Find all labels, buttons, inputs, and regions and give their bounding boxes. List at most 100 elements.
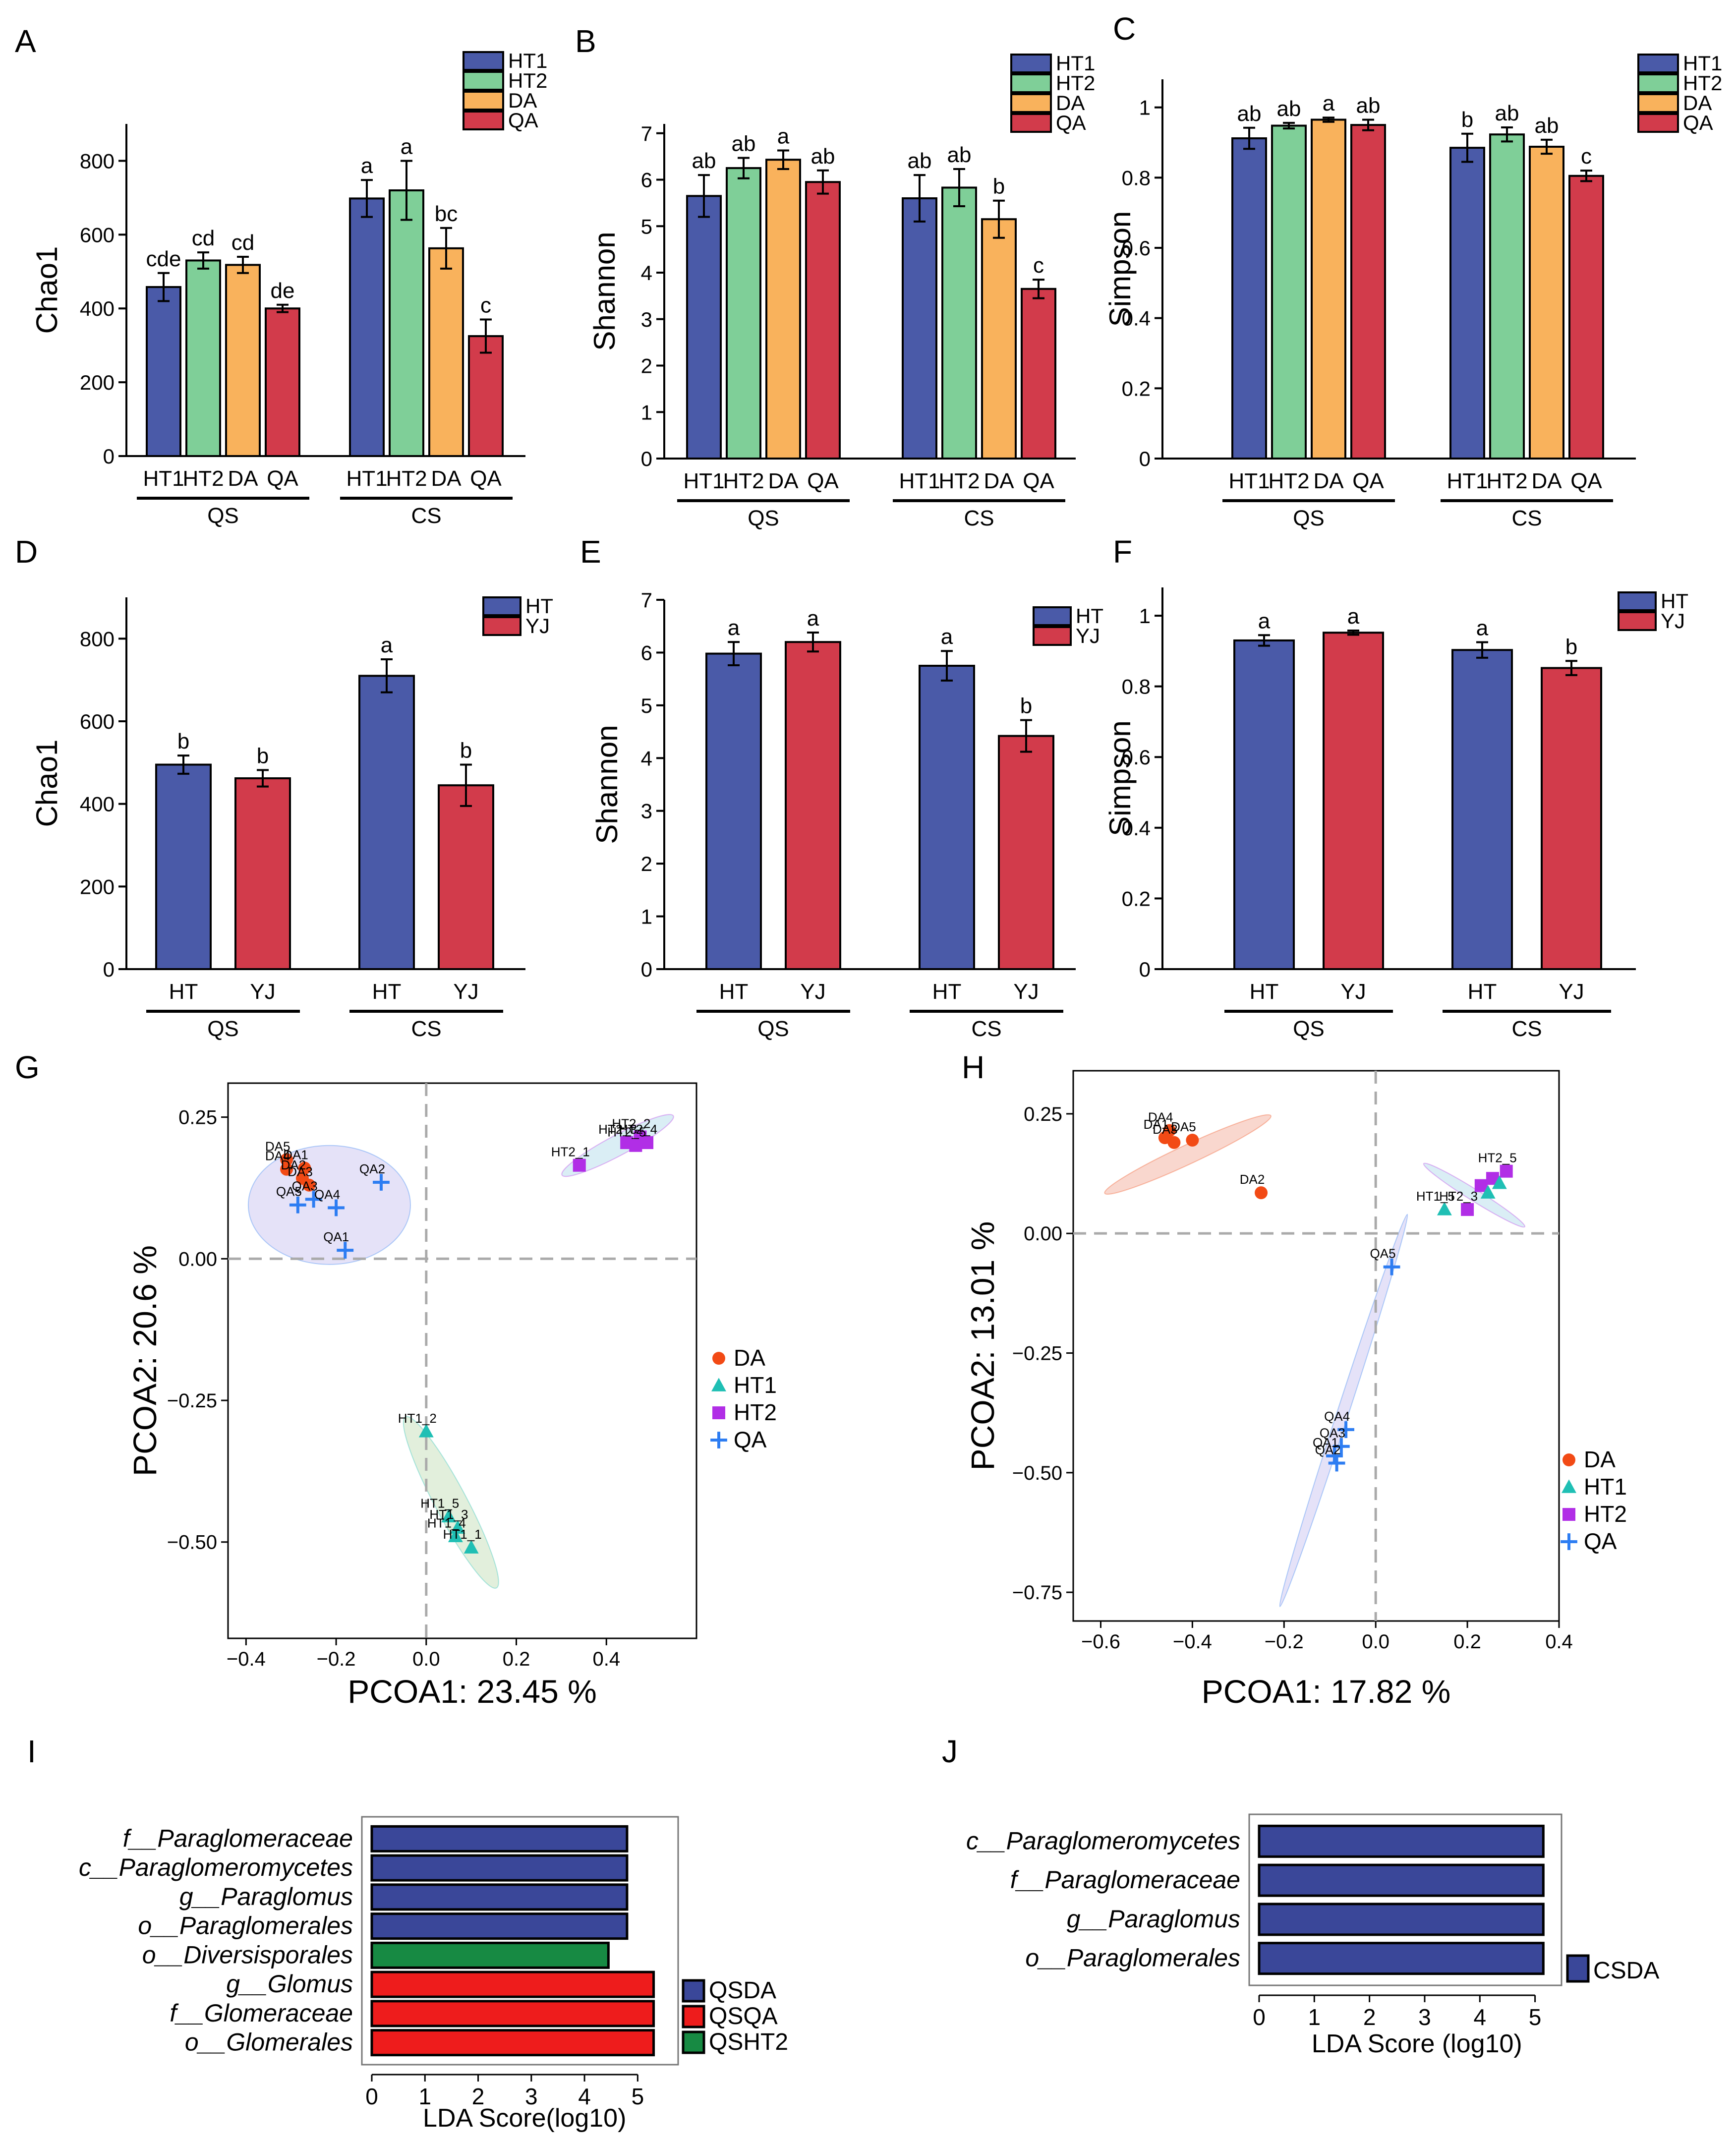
y-tick-label: 1 bbox=[641, 401, 652, 424]
taxon-separator: __ bbox=[197, 2028, 227, 2056]
bar-ht bbox=[1451, 649, 1513, 970]
bar-qa bbox=[1568, 174, 1604, 460]
x-tick-label: YJ bbox=[1013, 980, 1039, 1004]
taxon-label: o__Glomerales bbox=[185, 2028, 353, 2056]
y-axis-title: PCOA2: 20.6 % bbox=[126, 1245, 163, 1476]
legend-swatch bbox=[463, 111, 504, 130]
point-qa bbox=[337, 1242, 354, 1259]
y-tick-label: 5 bbox=[641, 215, 652, 238]
panel-label: F bbox=[1113, 534, 1132, 570]
x-tick-label: HT bbox=[169, 980, 198, 1004]
significance-label: a bbox=[728, 616, 740, 640]
group-label: QS bbox=[207, 1017, 239, 1041]
taxon-separator: __ bbox=[1037, 1944, 1067, 1972]
y-tick-label: 0.8 bbox=[1122, 675, 1151, 698]
legend-label: HT2 bbox=[1683, 71, 1722, 95]
bar-ht2 bbox=[1489, 133, 1525, 460]
legend-swatch bbox=[463, 71, 504, 91]
x-tick-label: QA bbox=[267, 466, 298, 491]
legend-swatch bbox=[463, 51, 504, 71]
point-qa bbox=[1328, 1454, 1345, 1472]
point-ht2 bbox=[1562, 1508, 1575, 1521]
bar-yj bbox=[1323, 632, 1384, 970]
point-label: HT1_4 bbox=[427, 1515, 466, 1530]
x-tick-label: HT2 bbox=[386, 466, 427, 491]
bar-ht bbox=[1233, 639, 1295, 970]
group-label: QS bbox=[1293, 506, 1325, 530]
point-label: QA1 bbox=[1313, 1435, 1338, 1450]
point-ht1 bbox=[1480, 1185, 1496, 1199]
x-tick-label: DA bbox=[228, 466, 258, 491]
taxon-prefix: o bbox=[138, 1912, 152, 1940]
point-qa bbox=[1326, 1447, 1343, 1464]
group-label: QS bbox=[207, 504, 239, 528]
significance-label: b bbox=[1565, 635, 1577, 659]
x-tick-label: HT1 bbox=[683, 469, 724, 493]
point-label: DA4 bbox=[265, 1149, 290, 1163]
y-tick-label: −0.50 bbox=[1012, 1462, 1062, 1484]
point-ht1 bbox=[463, 1540, 479, 1554]
y-tick-label: 3 bbox=[641, 800, 652, 823]
confidence-ellipse bbox=[1104, 1114, 1272, 1195]
legend-label: HT1 bbox=[508, 49, 547, 72]
taxon-prefix: o bbox=[1025, 1944, 1039, 1972]
x-tick-label: 0.2 bbox=[1453, 1631, 1481, 1653]
legend-label: QA bbox=[734, 1427, 767, 1452]
bar-ht2 bbox=[185, 259, 221, 457]
taxon-separator: __ bbox=[1015, 1866, 1045, 1894]
legend-label: QSHT2 bbox=[709, 2029, 788, 2055]
bar-ht bbox=[155, 763, 212, 970]
point-ht2 bbox=[640, 1136, 654, 1149]
taxon-name: Paraglomus bbox=[1108, 1905, 1240, 1933]
panel-label: B bbox=[575, 23, 596, 59]
group-label: QS bbox=[748, 506, 779, 530]
y-axis-title: Chao1 bbox=[30, 740, 63, 827]
taxon-separator: __ bbox=[154, 1941, 184, 1968]
x-tick-label: −0.4 bbox=[1173, 1631, 1212, 1653]
bar-ht bbox=[705, 652, 762, 970]
point-ht2 bbox=[629, 1139, 642, 1152]
y-tick-label: 0.8 bbox=[1122, 166, 1151, 189]
point-qa bbox=[1383, 1258, 1400, 1275]
point-qa bbox=[1561, 1533, 1577, 1550]
x-tick-label: 0.4 bbox=[1545, 1631, 1573, 1653]
legend-swatch bbox=[1618, 591, 1657, 611]
legend-label: QSQA bbox=[709, 2003, 778, 2029]
bar-ht bbox=[919, 665, 975, 971]
lda-bar bbox=[370, 1883, 629, 1911]
y-tick-label: 0.6 bbox=[1122, 236, 1151, 260]
lda-bar bbox=[370, 1854, 629, 1882]
taxon-label: g__Paraglomus bbox=[179, 1883, 353, 1910]
y-tick-label: 200 bbox=[80, 371, 115, 394]
bar-ht1 bbox=[146, 286, 181, 457]
y-tick-label: 800 bbox=[80, 627, 115, 650]
legend-label: QSDA bbox=[709, 1977, 776, 2004]
legend-swatch bbox=[1010, 113, 1052, 133]
legend-label: QA bbox=[1584, 1528, 1617, 1554]
point-label: QA5 bbox=[1370, 1246, 1396, 1261]
legend-label: YJ bbox=[1661, 609, 1685, 633]
bar-ht2 bbox=[726, 167, 761, 460]
point-ht1 bbox=[1562, 1479, 1576, 1493]
point-label: HT1_5 bbox=[420, 1496, 459, 1510]
point-qa bbox=[710, 1432, 727, 1448]
significance-label: ab bbox=[1535, 114, 1559, 138]
taxon-name: Paraglomeromycetes bbox=[119, 1853, 353, 1881]
legend-label: DA bbox=[734, 1345, 765, 1371]
point-label: DA5 bbox=[1171, 1119, 1196, 1134]
legend-label: YJ bbox=[1076, 624, 1100, 647]
legend-swatch bbox=[1637, 73, 1679, 93]
bar-yj bbox=[1541, 667, 1602, 970]
y-tick-label: 1 bbox=[1139, 96, 1151, 119]
panel-g: G −0.4 −0.2 0.0 0.2 0.4 −0.50 −0.25 0.00 0.25 PCOA… bbox=[15, 1049, 777, 1710]
taxon-prefix: c bbox=[966, 1827, 979, 1854]
bar-da bbox=[1311, 118, 1346, 460]
x-tick-label: −0.6 bbox=[1081, 1631, 1120, 1653]
point-label: HT2_4 bbox=[619, 1122, 657, 1137]
lda-bar bbox=[370, 1941, 610, 1969]
plot-frame bbox=[1248, 1813, 1562, 1986]
significance-label: a bbox=[807, 606, 819, 631]
x-tick-label: 2 bbox=[1363, 2004, 1376, 2030]
point-da bbox=[1255, 1186, 1268, 1200]
